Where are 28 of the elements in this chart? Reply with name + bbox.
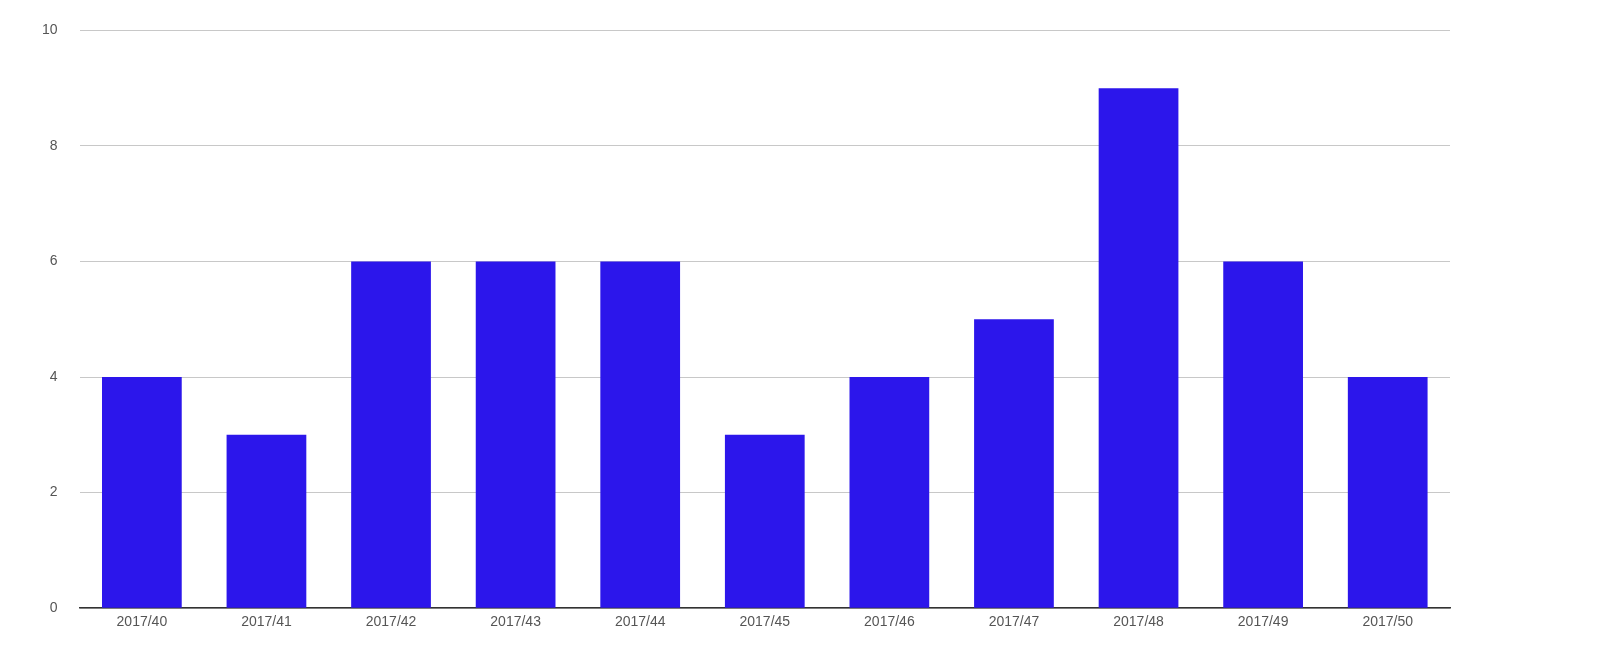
y-tick-label: 10 bbox=[41, 21, 58, 38]
x-tick-label: 2017/48 bbox=[1113, 613, 1165, 630]
bar bbox=[351, 261, 431, 608]
bar bbox=[475, 261, 556, 608]
bar bbox=[724, 434, 805, 608]
y-tick-label: 0 bbox=[49, 599, 58, 616]
y-tick-label: 8 bbox=[49, 136, 58, 153]
x-tick-label: 2017/47 bbox=[988, 613, 1040, 630]
bar bbox=[102, 377, 182, 608]
x-tick-label: 2017/40 bbox=[116, 613, 168, 630]
bar bbox=[600, 261, 681, 608]
x-tick-label: 2017/45 bbox=[739, 613, 791, 630]
bar bbox=[1098, 88, 1179, 608]
x-tick-label: 2017/42 bbox=[365, 613, 417, 630]
y-tick-label: 2 bbox=[49, 483, 58, 500]
bar bbox=[849, 377, 930, 608]
x-tick-label: 2017/49 bbox=[1237, 613, 1289, 630]
x-tick-label: 2017/44 bbox=[614, 613, 666, 630]
bar bbox=[1347, 377, 1428, 608]
x-tick-label: 2017/46 bbox=[864, 613, 915, 630]
x-tick-label: 2017/41 bbox=[241, 613, 292, 630]
y-tick-label: 6 bbox=[49, 252, 58, 269]
x-tick-label: 2017/43 bbox=[490, 613, 542, 630]
x-tick-label: 2017/50 bbox=[1362, 613, 1414, 630]
bar bbox=[974, 319, 1054, 608]
bar bbox=[1223, 261, 1303, 608]
bar bbox=[226, 434, 307, 608]
y-tick-label: 4 bbox=[49, 367, 58, 384]
